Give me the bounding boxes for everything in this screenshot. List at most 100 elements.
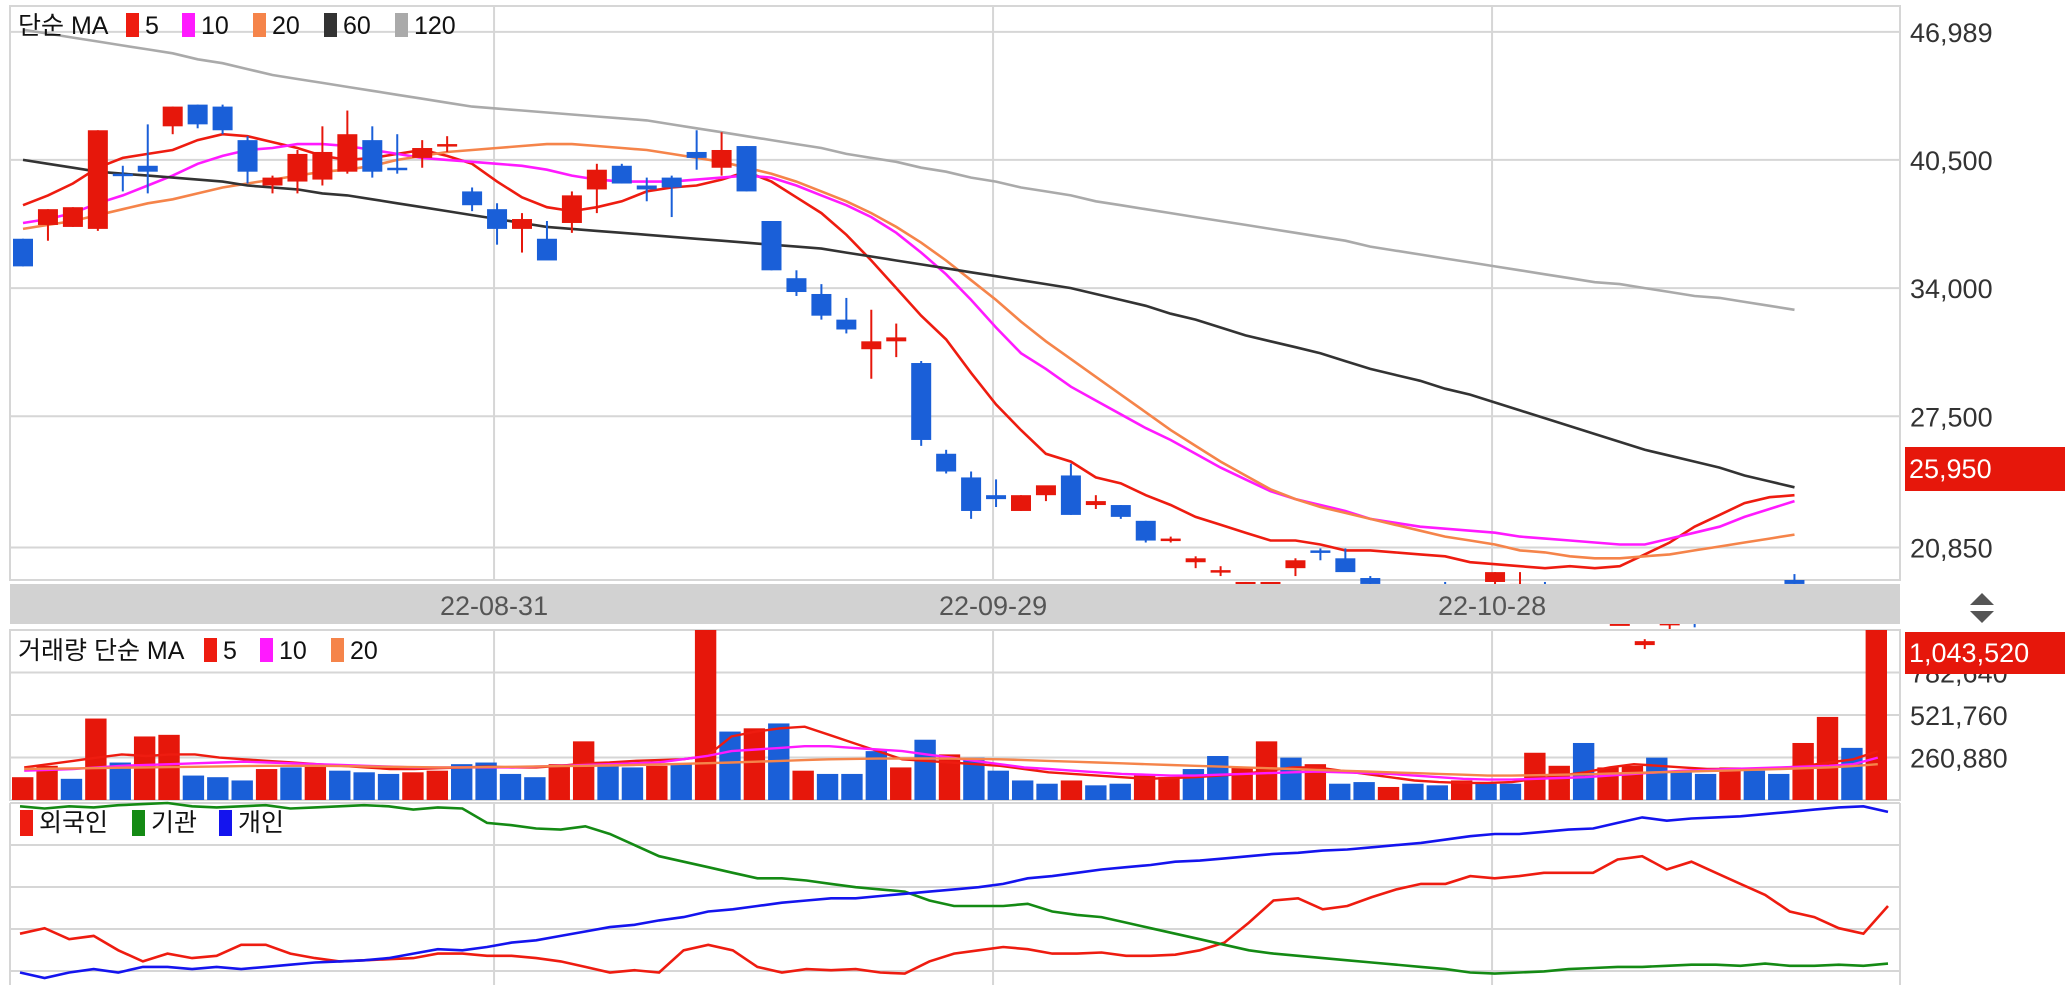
price-legend-swatch-20: [253, 13, 266, 37]
volume-legend-swatch-5: [204, 638, 217, 662]
volume-bar-32: [792, 770, 814, 800]
price-legend-label-60: 60: [343, 12, 371, 40]
date-label-0: 22-08-31: [440, 591, 548, 621]
volume-bar-46: [1133, 775, 1156, 800]
volume-bar-53: [1304, 764, 1327, 800]
volume-bar-70: [1719, 767, 1741, 800]
price-tick-label-4: 20,850: [1910, 533, 1993, 563]
volume-bar-8: [207, 777, 229, 800]
volume-bar-41: [1011, 780, 1034, 800]
volume-legend: 거래량 단순 MA 5 10 20: [18, 637, 378, 665]
panel-resize-handle[interactable]: [1970, 593, 1994, 623]
price-tick-label-1: 40,500: [1910, 146, 1993, 176]
candle-body-2: [62, 207, 83, 227]
candle-body-38: [961, 477, 982, 511]
candle-body-71: [1784, 580, 1805, 584]
date-label-2: 22-10-28: [1438, 591, 1546, 621]
candle-body-31: [786, 278, 807, 293]
volume-bar-39: [963, 757, 985, 800]
volume-bar-52: [1280, 757, 1302, 800]
volume-bar-13: [329, 770, 351, 800]
volume-bar-30: [743, 728, 766, 800]
volume-bar-48: [1182, 769, 1205, 800]
price-legend-title: 단순 MA: [18, 12, 109, 40]
volume-bar-76: [1865, 630, 1887, 800]
candle-body-4: [112, 173, 133, 177]
investor-legend-label-1: 기관: [151, 809, 197, 837]
investor-line-foreign: [19, 854, 1889, 975]
candle-body-54: [1360, 578, 1381, 584]
price-y-axis: 46,989 40,500 34,000 27,500 20,850: [1910, 18, 1993, 564]
candle-body-18: [462, 191, 483, 206]
volume-bar-45: [1109, 783, 1131, 800]
current-volume-text: 1,043,520: [1909, 638, 2029, 668]
volume-bar-55: [1353, 782, 1375, 800]
candle-body-43: [1085, 501, 1106, 506]
candle-body-15: [387, 167, 408, 171]
price-ma-lines: [22, 28, 1795, 570]
volume-bar-58: [1426, 785, 1448, 800]
volume-bar-60: [1475, 783, 1497, 800]
price-tick-label-3: 27,500: [1910, 402, 1993, 432]
volume-tick-label-2: 260,880: [1910, 744, 2008, 774]
volume-bar-43: [1060, 780, 1083, 800]
volume-bar-56: [1377, 786, 1400, 800]
price-legend-label-20: 20: [272, 12, 300, 40]
date-axis: 22-08-31 22-09-29 22-10-28: [440, 591, 1546, 621]
volume-bar-28: [694, 630, 717, 800]
volume-bar-34: [841, 773, 863, 800]
candle-body-29: [736, 146, 757, 192]
volume-legend-title: 거래량 단순 MA: [18, 637, 185, 665]
candle-body-13: [337, 134, 358, 172]
candle-body-14: [362, 140, 383, 172]
volume-bar-59: [1450, 780, 1473, 800]
volume-legend-label-20: 20: [350, 637, 378, 665]
volume-bar-33: [816, 773, 839, 800]
volume-ma-line-20: [24, 757, 1878, 777]
volume-bar-27: [670, 764, 692, 800]
volume-bar-23: [572, 741, 595, 800]
volume-bar-17: [426, 770, 449, 800]
candle-body-42: [1060, 475, 1081, 515]
volume-legend-swatch-10: [260, 638, 273, 662]
volume-bar-21: [524, 777, 546, 800]
candle-body-52: [1310, 550, 1331, 553]
volume-bar-2: [60, 778, 83, 800]
volume-bar-71: [1743, 770, 1766, 800]
candle-body-8: [212, 106, 233, 131]
candle-body-44: [1110, 505, 1131, 517]
candle-body-27: [686, 151, 707, 158]
candle-body-40: [1011, 495, 1031, 511]
volume-bar-16: [402, 772, 424, 800]
volume-bar-74: [1816, 716, 1839, 800]
price-panel-frame: [9, 5, 1901, 581]
date-axis-band: [10, 584, 1900, 624]
candle-body-35: [886, 337, 907, 342]
investor-lines: [19, 801, 1889, 980]
candle-body-37: [936, 453, 957, 472]
volume-ma-lines: [24, 725, 1879, 785]
volume-bar-67: [1646, 757, 1668, 800]
ma-line-120: [22, 28, 1795, 312]
volume-bar-25: [621, 767, 644, 800]
volume-bar-66: [1621, 765, 1644, 800]
volume-bar-37: [914, 739, 936, 800]
candle-body-12: [312, 151, 333, 180]
candle-body-19: [487, 209, 508, 229]
candle-body-34: [861, 341, 882, 350]
investor-legend-label-0: 외국인: [39, 809, 108, 837]
current-price-badge: [1905, 447, 2065, 491]
candle-body-51: [1285, 560, 1306, 569]
volume-bar-72: [1768, 773, 1790, 800]
volume-legend-label-5: 5: [223, 637, 237, 665]
price-legend-swatch-5: [126, 13, 139, 37]
candle-body-46: [1160, 538, 1181, 542]
volume-bar-75: [1841, 747, 1863, 800]
investor-legend: 외국인 기관 개인: [20, 809, 284, 837]
candle-body-11: [287, 153, 308, 182]
candle-body-39: [986, 495, 1007, 500]
candle-body-36: [911, 363, 932, 440]
volume-tick-label-1: 521,760: [1910, 701, 2008, 731]
candle-body-5: [137, 165, 158, 172]
